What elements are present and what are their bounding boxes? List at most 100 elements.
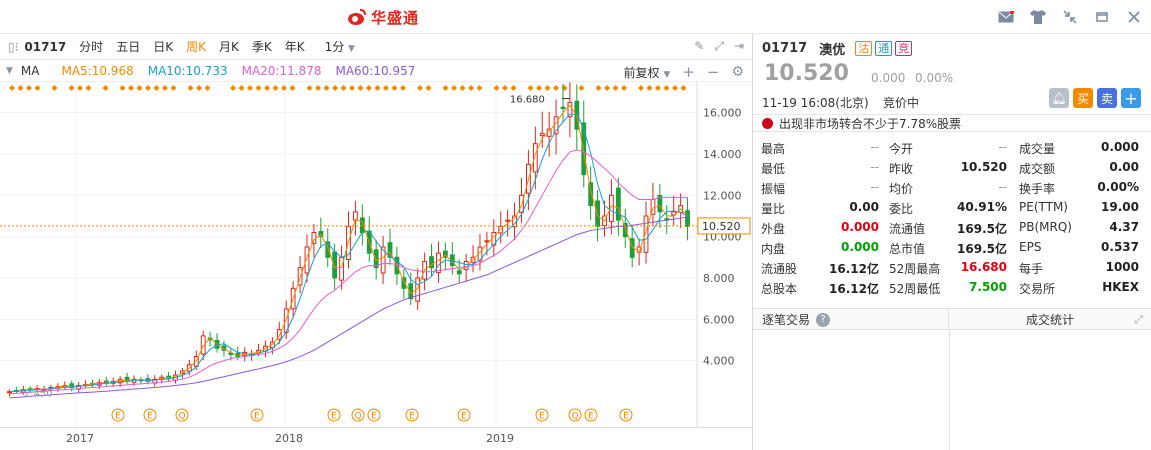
ma-label[interactable]: MA xyxy=(21,64,40,78)
tab-yearly-k[interactable]: 年K xyxy=(285,38,305,55)
stat-value: 0.537 xyxy=(1101,240,1139,254)
dividend-marker xyxy=(392,85,398,91)
tab-quarterly-k[interactable]: 季K xyxy=(252,38,272,55)
interval-select[interactable]: 1分 ▼ xyxy=(325,38,355,55)
close-icon[interactable] xyxy=(1125,8,1143,26)
stat-value: -- xyxy=(998,180,1007,194)
stats-grid: 最高 -- 今开 -- 成交量 0.000 最低 -- 昨收 10.520 成交额 0.00 振幅 -- 均… xyxy=(753,138,1151,298)
alert-bell-icon[interactable]: 🔔︎ xyxy=(1049,88,1069,108)
shirt-icon[interactable] xyxy=(1029,8,1047,26)
dividend-marker xyxy=(307,85,313,91)
tab-intraday[interactable]: 分时 xyxy=(79,38,103,55)
event-marker-label: E xyxy=(409,412,415,422)
draw-pen-icon[interactable]: ✎ xyxy=(694,39,704,54)
collapse-sidebar-icon[interactable]: ▯⁝ xyxy=(8,40,18,54)
stat-label: 流通股 xyxy=(761,260,797,277)
kline-chart[interactable]: 16.000 14.000 12.000 10.000 8.000 6.000 4.000 1… xyxy=(0,82,752,427)
stat-label: PE(TTM) xyxy=(1019,200,1068,214)
tab-daily-k[interactable]: 日K xyxy=(153,38,173,55)
x-tick-label: 2019 xyxy=(486,432,514,445)
auction-badge: 竞 xyxy=(895,41,912,56)
event-marker-label: E xyxy=(623,412,629,422)
stat-value: 0.000 xyxy=(841,240,879,254)
sections-header: 逐笔交易 ? 成交统计 ⤢ xyxy=(753,308,1151,330)
stat-label: 总市值 xyxy=(889,240,925,257)
tab-trade-stats[interactable]: 成交统计 xyxy=(1026,311,1074,328)
ma20-line xyxy=(9,150,687,394)
adjust-select[interactable]: 前复权 ▼ xyxy=(624,64,671,81)
alert-dot-icon xyxy=(762,118,773,129)
dividend-marker xyxy=(511,85,517,91)
stat-value: 10.520 xyxy=(961,160,1007,174)
dividend-marker xyxy=(621,85,627,91)
quote-name: 澳优 xyxy=(819,39,845,58)
dividend-marker xyxy=(451,85,457,91)
title-bar: 华盛通 xyxy=(0,0,1151,34)
add-watchlist-button[interactable]: + xyxy=(1121,88,1141,108)
event-marker-label: E xyxy=(461,412,467,422)
ma-collapse-icon[interactable]: ▼ xyxy=(6,66,13,76)
candle-body xyxy=(340,257,344,280)
dividend-marker xyxy=(443,85,449,91)
dividend-marker xyxy=(672,85,678,91)
sell-button[interactable]: 卖 xyxy=(1097,88,1117,108)
stat-label: 成交额 xyxy=(1019,160,1055,177)
dividend-marker xyxy=(247,85,253,91)
y-tick-label: 4.000 xyxy=(703,355,735,368)
dividend-marker xyxy=(468,85,474,91)
stat-value: -- xyxy=(870,180,879,194)
dividend-marker xyxy=(196,85,202,91)
event-marker-label: E xyxy=(147,412,153,422)
y-tick-label: 14.000 xyxy=(703,148,742,161)
dividend-marker xyxy=(120,85,126,91)
dividend-marker xyxy=(256,85,262,91)
remove-indicator-icon[interactable]: − xyxy=(707,63,720,81)
stat-label: 成交量 xyxy=(1019,140,1055,157)
stat-value: 4.37 xyxy=(1109,220,1139,234)
tab-tick-trades[interactable]: 逐笔交易 xyxy=(762,311,810,328)
stat-label: 每手 xyxy=(1019,260,1043,277)
event-marker-label: E xyxy=(331,412,337,422)
stat-value: 0.00 xyxy=(1109,160,1139,174)
quote-time: 11-19 16:08(北京) xyxy=(762,94,869,111)
stat-label: 总股本 xyxy=(761,280,797,297)
app-title: 华盛通 xyxy=(371,7,419,28)
ma10-value: MA10:10.733 xyxy=(148,64,228,78)
mail-icon[interactable] xyxy=(997,8,1015,26)
dividend-marker xyxy=(315,85,321,91)
dividend-marker xyxy=(460,85,466,91)
tab-weekly-k[interactable]: 周K xyxy=(186,38,206,55)
dividend-marker xyxy=(638,85,644,91)
stat-label: 均价 xyxy=(889,180,913,197)
dividend-marker xyxy=(205,85,211,91)
expand-icon[interactable]: ⤢ xyxy=(1134,313,1143,327)
dividend-marker xyxy=(341,85,347,91)
risk-notice[interactable]: 出现非市场转合不少于7.78%股票 xyxy=(753,114,1151,132)
dividend-marker xyxy=(655,85,661,91)
stats-row: 外盘 0.000 流通值 169.5亿 PB(MRQ) 4.37 xyxy=(753,218,1151,238)
add-indicator-icon[interactable]: + xyxy=(682,63,695,81)
stat-value: -- xyxy=(870,140,879,154)
stock-code: 01717 xyxy=(24,40,66,54)
dividend-marker xyxy=(69,85,75,91)
tab-monthly-k[interactable]: 月K xyxy=(219,38,239,55)
buy-button[interactable]: 买 xyxy=(1073,88,1093,108)
settings-gear-icon[interactable]: ⚙ xyxy=(731,64,744,80)
candle-body xyxy=(506,220,510,221)
sidebar-toggle-icon[interactable]: ⇥ xyxy=(734,39,744,54)
dividend-marker xyxy=(553,85,559,91)
stat-value: -- xyxy=(998,140,1007,154)
connect-badge: 通 xyxy=(875,41,892,56)
dividend-marker xyxy=(358,85,364,91)
dividend-marker xyxy=(26,85,32,91)
chart-toolbar: ▯⁝ 01717 分时 五日 日K 周K 月K 季K 年K 1分 ▼ ✎ ⤢ ⇥ xyxy=(0,34,752,60)
collapse-icon[interactable] xyxy=(1061,8,1079,26)
restore-icon[interactable] xyxy=(1093,8,1111,26)
kline-chart-svg: 16.00014.00012.00010.0008.0006.0004.0001… xyxy=(0,82,752,427)
stat-label: PB(MRQ) xyxy=(1019,220,1072,234)
short-sell-badge: 沽 xyxy=(855,41,872,56)
help-icon[interactable]: ? xyxy=(816,313,830,327)
tab-five-day[interactable]: 五日 xyxy=(116,38,140,55)
event-marker-label: E xyxy=(115,412,121,422)
fullscreen-icon[interactable]: ⤢ xyxy=(714,39,724,54)
